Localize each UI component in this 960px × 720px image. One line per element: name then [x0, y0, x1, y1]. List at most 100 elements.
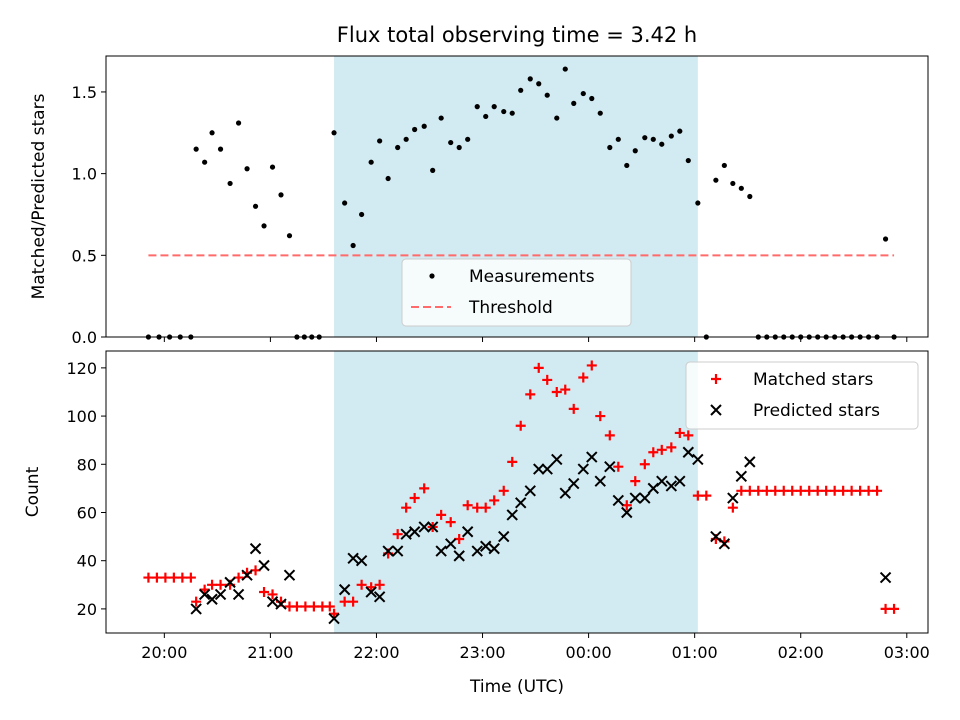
legend-box	[685, 361, 919, 430]
legend: Matched stars Predicted stars	[685, 361, 919, 430]
legend-entry: Matched stars	[711, 370, 873, 390]
data-point	[648, 447, 659, 458]
data-point	[710, 404, 722, 416]
data-point	[685, 157, 691, 164]
data-point	[597, 110, 603, 116]
data-point	[291, 601, 302, 612]
plot-frame	[105, 55, 929, 338]
data-point	[677, 128, 683, 134]
data-point	[674, 475, 686, 487]
data-point	[217, 146, 224, 152]
data-point	[770, 485, 781, 496]
data-point	[879, 571, 892, 584]
data-point	[347, 552, 359, 564]
data-point	[350, 242, 356, 249]
data-point	[562, 66, 568, 72]
data-point	[324, 601, 335, 612]
data-point	[283, 569, 296, 581]
data-point	[235, 120, 242, 126]
data-point	[713, 177, 719, 183]
legend-label: Matched stars	[753, 370, 873, 390]
data-point	[207, 579, 218, 590]
data-point	[474, 104, 480, 110]
x-tick-label: 23:00	[459, 643, 505, 662]
x-tick-label: 03:00	[884, 643, 930, 662]
data-point	[249, 542, 262, 555]
data-point	[701, 490, 712, 501]
data-point	[692, 453, 704, 466]
ratio-panel: 0.0 0.5 1.0 1.5 Matched/Predicted stars Measu…	[29, 55, 929, 347]
data-point	[560, 384, 571, 395]
data-point	[160, 572, 171, 583]
data-point	[711, 374, 721, 384]
data-point	[594, 475, 606, 487]
data-point	[215, 579, 226, 590]
data-point	[227, 180, 233, 187]
data-point	[395, 144, 401, 151]
series-predicted-stars	[190, 446, 892, 625]
series-matched-stars	[143, 360, 900, 619]
y-tick-label: 80	[77, 455, 97, 474]
data-point	[718, 538, 731, 550]
data-point	[659, 141, 665, 147]
data-point	[456, 144, 462, 151]
data-point	[727, 492, 739, 504]
x-tick-label: 00:00	[566, 643, 612, 662]
data-point	[744, 485, 755, 496]
data-point	[356, 579, 367, 590]
data-point	[448, 139, 454, 146]
data-point	[695, 200, 701, 206]
x-tick-label: 21:00	[247, 643, 293, 662]
data-point	[778, 485, 789, 496]
data-point	[889, 603, 900, 614]
data-point	[536, 81, 542, 87]
x-tick-label: 01:00	[672, 643, 718, 662]
data-point	[190, 603, 202, 615]
data-point	[580, 90, 586, 97]
data-point	[829, 485, 840, 496]
data-point	[401, 502, 412, 513]
legend-label: Predicted stars	[753, 401, 880, 421]
data-point	[559, 487, 571, 499]
data-point	[736, 485, 747, 496]
data-point	[177, 572, 188, 583]
data-point	[577, 463, 589, 475]
data-point	[629, 492, 641, 504]
data-point	[259, 587, 270, 598]
data-point	[501, 108, 507, 115]
data-point	[665, 480, 678, 492]
data-point	[812, 485, 823, 496]
data-point	[391, 545, 404, 557]
data-point	[632, 148, 638, 154]
data-point	[735, 470, 748, 483]
data-point	[419, 483, 430, 494]
data-point	[568, 477, 580, 490]
data-point	[286, 233, 293, 239]
data-point	[498, 485, 509, 496]
data-point	[544, 92, 550, 98]
data-point	[863, 485, 874, 496]
legend-entry: Predicted stars	[710, 401, 880, 421]
data-point	[642, 135, 648, 141]
data-point	[412, 126, 418, 133]
data-point	[804, 485, 815, 496]
data-point	[568, 403, 579, 414]
data-point	[209, 130, 215, 136]
y-tick-label: 20	[77, 600, 97, 619]
chart-title: Flux total observing time = 3.42 h	[337, 23, 697, 47]
data-point	[515, 497, 527, 509]
data-point	[185, 572, 196, 583]
data-point	[612, 494, 624, 507]
x-axis-label: Time (UTC)	[469, 677, 564, 697]
data-point	[498, 530, 510, 543]
data-point	[821, 485, 832, 496]
data-point	[488, 542, 500, 555]
data-point	[509, 110, 515, 116]
data-point	[615, 136, 621, 142]
data-point	[382, 545, 394, 557]
data-point	[880, 603, 891, 614]
data-point	[554, 115, 560, 121]
data-point	[527, 76, 533, 82]
data-point	[639, 459, 650, 470]
data-point	[377, 138, 383, 144]
